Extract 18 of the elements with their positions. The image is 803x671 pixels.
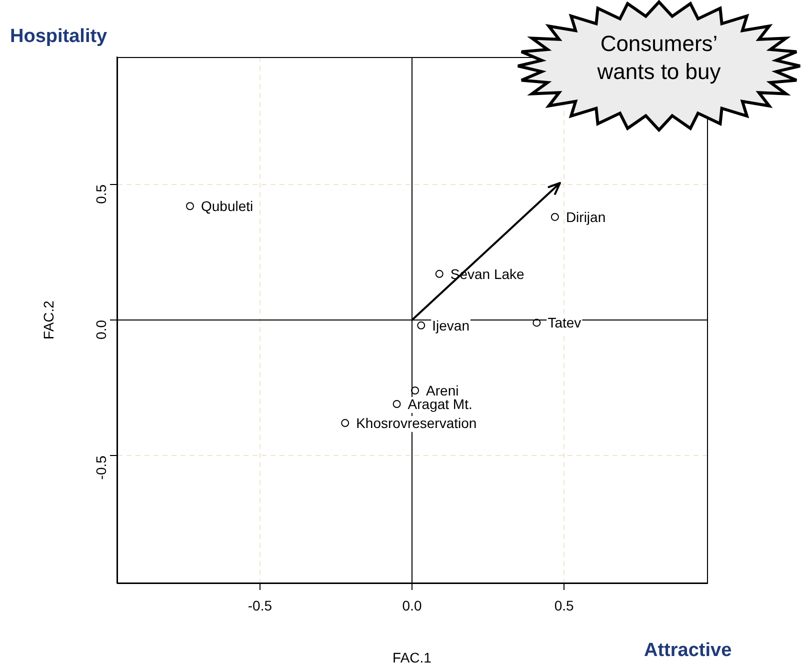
series-label: Aragat Mt.: [408, 396, 472, 412]
x-tick-label: 0.0: [402, 597, 422, 614]
y-tick-label: 0.0: [92, 320, 109, 340]
y-tick-label: 0.5: [92, 184, 109, 204]
y-axis-title: FAC.2: [40, 300, 56, 340]
x-tick-label: 0.5: [554, 597, 574, 614]
x-tick-label: -0.5: [248, 597, 272, 614]
text: Attractive: [644, 640, 732, 662]
legend-label: Dirijan: [566, 208, 606, 225]
series-label: Tatev: [548, 314, 582, 331]
annotation: Consumers’ wants to buy: [596, 30, 722, 86]
text: Hospitality: [10, 26, 108, 48]
series-label: Ijevan: [432, 317, 470, 334]
x-axis-title: FAC.1: [392, 649, 432, 666]
series-label: Khosrovreservation: [356, 414, 477, 431]
series-label: Qubuleti: [200, 198, 254, 214]
series-label: Areni: [426, 382, 459, 398]
y-tick-label: -0.5: [92, 455, 109, 480]
